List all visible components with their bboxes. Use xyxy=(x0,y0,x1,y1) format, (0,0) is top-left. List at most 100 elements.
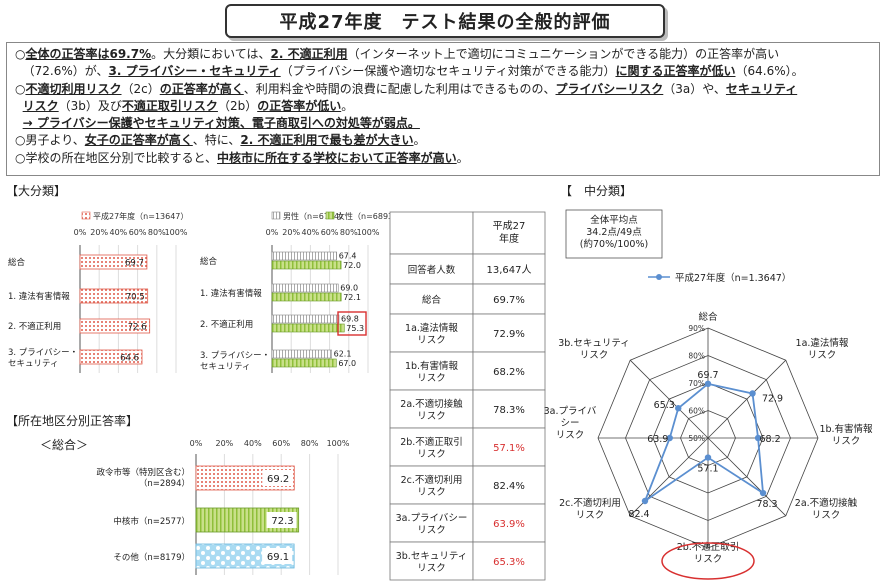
category-label: 政令市等（特別区含む）（n=2894） xyxy=(96,467,190,489)
legend-label: 平成27年度（n=1.3647） xyxy=(675,272,791,284)
table-cell xyxy=(472,541,546,581)
category-label: 3. プライバシー・セキュリティ xyxy=(200,351,270,372)
category-label: 2. 不適正利用 xyxy=(8,321,61,332)
bar-value-bg xyxy=(266,512,297,528)
bar-male xyxy=(271,349,332,359)
radar-point xyxy=(704,380,712,388)
summary-box: ○全体の正答率は69.7%。大分類においては、2. 不適正利用（インターネット上… xyxy=(6,42,880,176)
table-header-label: 平成27 年度 xyxy=(493,220,526,245)
bar-value-label: 70.5 xyxy=(126,293,145,303)
chart3-tick-label: 20% xyxy=(216,439,234,448)
bar-value-label: 72.3 xyxy=(271,516,293,527)
radar-spoke xyxy=(629,359,709,439)
table-row-label: 3b.セキュリティリスク xyxy=(396,551,468,574)
section-middle-heading: 【 中分類】 xyxy=(560,184,633,198)
ring-label: 90% xyxy=(688,324,705,333)
legend-label: 平成27年度（n=13647） xyxy=(93,211,188,221)
chart3-tick-label: 0% xyxy=(190,439,203,448)
table-cell xyxy=(472,351,546,391)
bar-value-bg xyxy=(262,470,293,486)
summary-line-6: ○男子より、女子の正答率が高く、特に、2. 不適正利用で最も差が大きい。 xyxy=(15,133,426,148)
radar-point xyxy=(749,390,756,397)
bar-value-label: 72.0 xyxy=(343,261,361,270)
table-row-label: 3a.プライバシーリスク xyxy=(396,513,468,536)
section-large-heading: 【大分類】 xyxy=(6,184,67,198)
bar-value-bg xyxy=(262,548,293,564)
bar-male xyxy=(271,283,339,293)
table-row-value: 78.3% xyxy=(493,405,525,416)
bar-value-label: 69.1 xyxy=(267,552,289,563)
bar-value-label: 69.2 xyxy=(267,474,289,485)
table-row-label: 2b.不適正取引リスク xyxy=(400,436,463,460)
bar-value-label: 64.6 xyxy=(120,354,139,364)
radar-point xyxy=(666,434,673,442)
radar-axis-label: 3a.プライバシーリスク xyxy=(544,406,597,441)
legend-swatch xyxy=(325,211,335,220)
region-subheading: ＜総合＞ xyxy=(40,438,89,452)
radar-point xyxy=(754,434,762,442)
bar-female xyxy=(271,358,337,368)
category-label: 3. プライバシー・セキュリティ xyxy=(8,348,78,369)
category-label: 1. 違法有害情報 xyxy=(200,288,262,299)
chart2-tick-label: 60% xyxy=(321,228,339,237)
table-row-label: 2a.不適切接触リスク xyxy=(400,398,463,422)
radar-value-label: 68.2 xyxy=(759,434,780,445)
bar-value-label: 69.7 xyxy=(125,259,144,269)
radar-axis-label: 2a.不適切接触リスク xyxy=(795,497,858,521)
table-row-label: 1a.違法情報リスク xyxy=(405,322,458,346)
bar-male xyxy=(271,314,340,324)
bar-female xyxy=(271,260,342,270)
radar-value-label: 72.9 xyxy=(762,393,783,404)
ring-label: 70% xyxy=(688,379,705,388)
bar-male xyxy=(271,251,338,261)
bar-value-label: 67.0 xyxy=(338,359,356,368)
radar-point xyxy=(641,497,649,505)
radar-axis-label: 1b.有害情報リスク xyxy=(819,423,873,447)
bar-female xyxy=(271,292,342,302)
bar xyxy=(79,288,149,304)
legend-swatch xyxy=(271,211,281,220)
bar xyxy=(79,349,143,365)
summary-line-2: （72.6%）が、3. プライバシー・セキュリティ（プライバシー保護や適切なセキ… xyxy=(22,64,804,79)
highlight-ellipse xyxy=(661,542,755,580)
radar-point xyxy=(675,405,682,412)
radar-point xyxy=(759,489,767,497)
summary-line-4: リスク（3b）及び不適正取引リスク（2b）の正答率が低い。 xyxy=(22,98,354,113)
radar-value-label: 82.4 xyxy=(628,509,649,520)
table-cell xyxy=(472,465,546,505)
category-label: 中核市（n=2577） xyxy=(113,516,190,527)
radar-axis-label: 総合 xyxy=(698,311,718,323)
table-row-value: 57.1% xyxy=(493,443,525,454)
table-row-value: 65.3% xyxy=(493,557,525,568)
table-row-label: 2c.不適切利用リスク xyxy=(401,474,463,498)
table-row-label: 1b.有害情報リスク xyxy=(405,360,459,384)
bar-value-label: 75.3 xyxy=(346,324,364,333)
chart1-tick-label: 40% xyxy=(110,228,128,237)
legend-swatch xyxy=(81,211,91,220)
bar-value-label: 67.4 xyxy=(339,252,357,261)
radar-value-label: 69.7 xyxy=(697,370,718,381)
chart1-tick-label: 0% xyxy=(74,228,87,237)
chart2-tick-label: 80% xyxy=(340,228,358,237)
bar-value-label: 72.1 xyxy=(343,293,361,302)
category-label: 総合 xyxy=(8,257,26,268)
table-row-label: 総合 xyxy=(422,294,442,306)
bar-value-label: 72.6 xyxy=(128,323,147,333)
note-box xyxy=(565,209,663,259)
table-row-label: 回答者人数 xyxy=(408,264,456,276)
summary-line-5: → プライバシー保護やセキュリティ対策、電子商取引への対処等が弱点。 xyxy=(22,116,420,131)
legend-label: 男性（n=6754） xyxy=(283,211,347,221)
table-row-value: 13,647人 xyxy=(487,264,532,276)
radar-value-label: 57.1 xyxy=(697,464,718,475)
table-cell xyxy=(472,427,546,467)
radar-axis-label: 2c.不適切利用リスク xyxy=(559,497,621,521)
summary-line-3: ○不適切利用リスク（2c）の正答率が高く、利用料金や時間の浪費に配慮した利用はで… xyxy=(15,81,798,96)
radar-point xyxy=(704,454,712,461)
chart3-tick-label: 100% xyxy=(327,439,350,448)
section-region-heading: 【所在地区分別正答率】 xyxy=(6,414,139,428)
ring-label: 80% xyxy=(688,352,705,361)
radar-axis-label: 3b.セキュリティリスク xyxy=(558,338,630,361)
summary-line-1: ○全体の正答率は69.7%。大分類においては、2. 不適正利用（インターネット上… xyxy=(15,47,780,61)
chart2-tick-label: 40% xyxy=(302,228,320,237)
table-cell xyxy=(389,427,474,467)
